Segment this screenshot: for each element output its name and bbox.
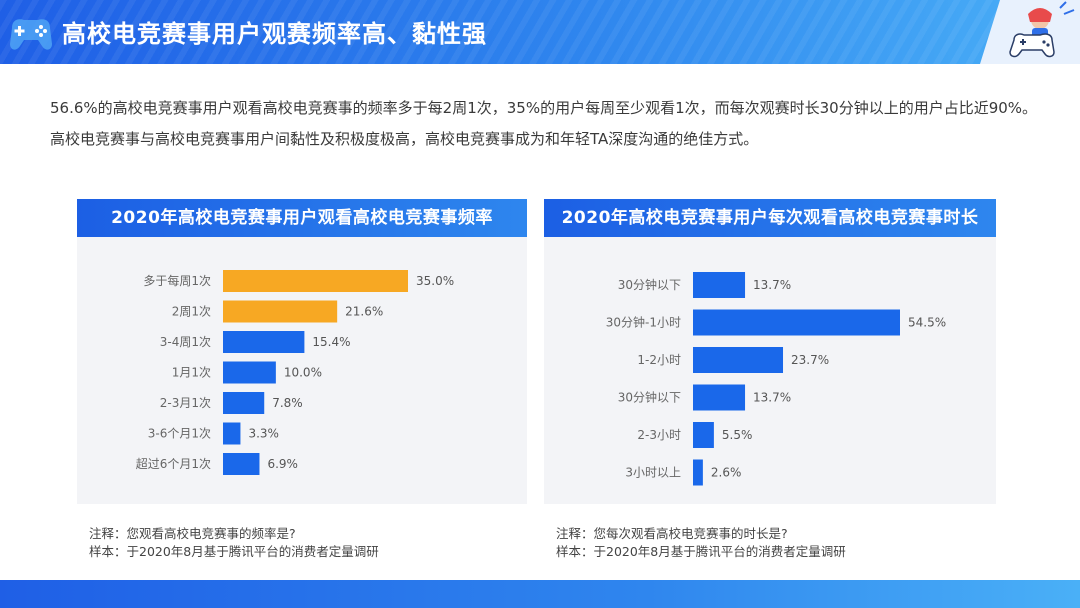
frequency-note-question: 注释：您观看高校电竞赛事的频率是? (89, 526, 296, 541)
category-label: 2-3小时 (637, 428, 681, 442)
bar (223, 392, 265, 414)
bar (223, 331, 305, 353)
duration-chart: 30分钟以下 13.7% 30分钟-1小时 54.5% 1-2小时 23.7% 30分钟以下… (606, 272, 946, 486)
bar (693, 272, 746, 298)
data-label: 21.6% (345, 305, 383, 319)
category-label: 30分钟以下 (618, 390, 681, 405)
category-label: 30分钟以下 (618, 277, 681, 292)
category-label: 30分钟-1小时 (606, 315, 681, 330)
category-label: 1-2小时 (637, 353, 681, 367)
category-label: 3-6个月1次 (148, 427, 211, 441)
bar (693, 459, 703, 486)
data-label: 35.0% (416, 274, 454, 288)
data-label: 54.5% (908, 316, 946, 330)
frequency-note-sample: 样本：于2020年8月基于腾讯平台的消费者定量调研 (89, 544, 379, 559)
category-label: 3-4周1次 (160, 335, 211, 349)
bar (693, 347, 784, 373)
bar (223, 422, 241, 445)
header-banner: 高校电竞赛事用户观赛频率高、黏性强 (0, 0, 1080, 64)
intro-text: 56.6%的高校电竞赛事用户观看高校电竞赛事的频率多于每2周1次，35%的用户每… (50, 93, 1040, 155)
bar (223, 300, 338, 323)
bar (693, 309, 900, 336)
frequency-chart-title: 2020年高校电竞赛事用户观看高校电竞赛事频率 (77, 199, 527, 237)
data-label: 23.7% (791, 353, 829, 367)
category-label: 多于每周1次 (143, 273, 211, 288)
duration-note-sample: 样本：于2020年8月基于腾讯平台的消费者定量调研 (556, 544, 846, 559)
bar (693, 422, 714, 448)
data-label: 6.9% (267, 457, 298, 471)
intro-line-1: 56.6%的高校电竞赛事用户观看高校电竞赛事的频率多于每2周1次，35%的用户每… (50, 99, 1038, 117)
duration-note-question: 注释：您每次观看高校电竞赛事的时长是? (556, 526, 788, 541)
data-label: 3.3% (248, 427, 279, 441)
footer-banner (0, 580, 1080, 608)
page-title: 高校电竞赛事用户观赛频率高、黏性强 (62, 20, 487, 48)
category-label: 超过6个月1次 (136, 456, 211, 471)
duration-chart-panel: 2020年高校电竞赛事用户每次观看高校电竞赛事时长 30分钟以下 13.7% 30分… (544, 199, 996, 504)
header-stripes (0, 0, 1080, 64)
data-label: 13.7% (753, 391, 791, 405)
category-label: 2周1次 (172, 305, 211, 319)
frequency-chart: 多于每周1次 35.0% 2周1次 21.6% 3-4周1次 15.4% 1月1次 10.0%… (136, 270, 454, 475)
bar (693, 384, 746, 411)
intro-line-2: 高校电竞赛事与高校电竞赛事用户间黏性及积极度极高，高校电竞赛事成为和年轻TA深度… (50, 130, 759, 148)
gamer-illustration-icon (980, 0, 1080, 64)
duration-chart-title: 2020年高校电竞赛事用户每次观看高校电竞赛事时长 (544, 199, 996, 237)
bar (223, 453, 260, 475)
frequency-chart-note: 注释：您观看高校电竞赛事的频率是? 样本：于2020年8月基于腾讯平台的消费者定… (89, 525, 379, 561)
data-label: 7.8% (272, 396, 303, 410)
data-label: 10.0% (284, 366, 322, 380)
bar (223, 361, 276, 384)
data-label: 13.7% (753, 278, 791, 292)
data-label: 2.6% (711, 466, 742, 480)
data-label: 15.4% (312, 335, 350, 349)
frequency-chart-panel: 2020年高校电竞赛事用户观看高校电竞赛事频率 多于每周1次 35.0% 2周1次 2… (77, 199, 527, 504)
bar (223, 270, 408, 292)
gamepad-icon (10, 19, 52, 50)
category-label: 2-3月1次 (160, 396, 211, 410)
category-label: 3小时以上 (625, 466, 681, 480)
category-label: 1月1次 (172, 366, 211, 380)
data-label: 5.5% (722, 428, 753, 442)
duration-chart-note: 注释：您每次观看高校电竞赛事的时长是? 样本：于2020年8月基于腾讯平台的消费… (556, 525, 846, 561)
